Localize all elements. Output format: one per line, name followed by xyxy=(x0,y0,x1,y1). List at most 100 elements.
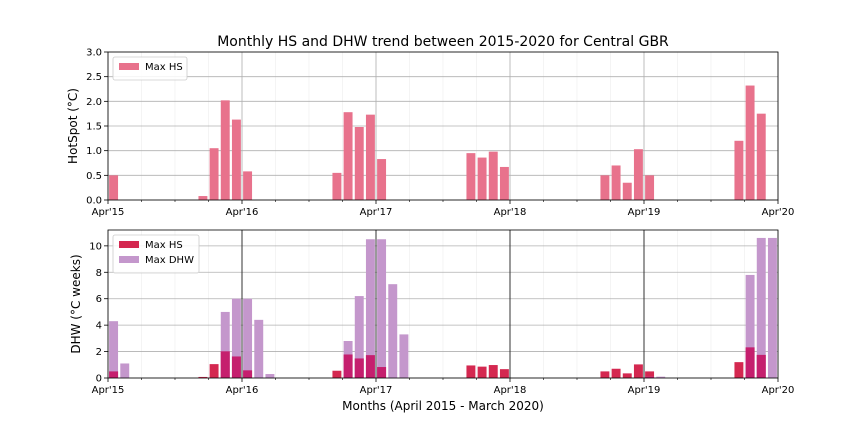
hotspot-bar-max-hs xyxy=(488,151,498,200)
hotspot-bar-max-hs xyxy=(332,172,342,200)
hotspot-y-tick-label: 3.0 xyxy=(86,48,102,59)
hotspot-bar-max-hs xyxy=(109,175,119,200)
hotspot-bar-max-hs xyxy=(645,175,655,200)
dhw-bar-overlap xyxy=(109,371,119,378)
dhw-x-tick-label: Apr'18 xyxy=(494,385,527,396)
x-axis-label: Months (April 2015 - March 2020) xyxy=(342,399,544,413)
dhw-x-tick-label: Apr'17 xyxy=(360,385,393,396)
dhw-bar-max-hs xyxy=(499,369,509,378)
hotspot-x-tick-label: Apr'16 xyxy=(226,207,259,218)
dhw-bar-max-hs xyxy=(466,365,476,378)
dhw-bar-max-hs xyxy=(198,376,208,378)
dhw-bar-overlap xyxy=(377,367,387,378)
hotspot-y-tick-label: 1.5 xyxy=(86,122,102,133)
hotspot-y-tick-label: 1.0 xyxy=(86,146,102,157)
dhw-legend-swatch xyxy=(119,256,139,263)
dhw-bar-max-hs xyxy=(633,364,643,378)
hotspot-bar-max-hs xyxy=(198,196,208,200)
dhw-bar-max-hs xyxy=(645,371,655,378)
dhw-bar-max-hs xyxy=(209,364,219,378)
dhw-bar-max-dhw xyxy=(399,334,409,378)
hotspot-legend-swatch xyxy=(119,63,139,70)
hotspot-bar-max-hs xyxy=(499,166,509,200)
hotspot-bar-max-hs xyxy=(231,119,241,200)
dhw-bar-max-dhw xyxy=(243,298,253,378)
hotspot-bar-max-hs xyxy=(220,100,230,200)
dhw-x-tick-label: Apr'19 xyxy=(628,385,661,396)
hotspot-bar-max-hs xyxy=(354,126,364,200)
hotspot-bar-max-hs xyxy=(622,182,632,200)
dhw-y-tick-label: 4 xyxy=(96,321,102,332)
dhw-bar-max-hs xyxy=(477,366,487,378)
hotspot-x-tick-label: Apr'15 xyxy=(92,207,125,218)
hotspot-bar-max-hs xyxy=(611,165,621,200)
dhw-bar-max-hs xyxy=(600,371,610,378)
dhw-bar-max-dhw xyxy=(365,239,375,378)
dhw-bar-max-dhw xyxy=(388,284,398,378)
hotspot-y-tick-label: 0.5 xyxy=(86,171,102,182)
dhw-bar-max-dhw xyxy=(254,319,264,378)
dhw-bar-overlap xyxy=(343,354,353,378)
dhw-bar-max-dhw xyxy=(377,239,387,378)
dhw-bar-max-dhw xyxy=(656,376,666,378)
hotspot-bar-max-hs xyxy=(343,112,353,200)
dhw-bar-overlap xyxy=(365,355,375,378)
hotspot-panel: 0.0 0.5 1.0 1.5 2.0 2.5 3.0 Apr'15 Apr'16 Apr'17 A… xyxy=(86,48,794,219)
hotspot-y-tick-label: 2.0 xyxy=(86,97,102,108)
dhw-bar-max-dhw xyxy=(354,296,364,378)
dhw-x-tick-label: Apr'16 xyxy=(226,385,259,396)
hotspot-bar-max-hs xyxy=(477,157,487,200)
dhw-bar-max-dhw xyxy=(120,363,130,378)
hotspot-y-axis-label: HotSpot (°C) xyxy=(66,88,80,164)
hotspot-legend-box xyxy=(112,56,188,81)
hotspot-bar-max-hs xyxy=(745,85,755,200)
dhw-y-tick-label: 6 xyxy=(96,294,102,305)
dhw-x-tick-label: Apr'20 xyxy=(762,385,795,396)
hotspot-bar-max-hs xyxy=(209,148,219,200)
dhw-bar-overlap xyxy=(220,351,230,378)
hotspot-y-tick-label: 0.0 xyxy=(86,196,102,207)
dhw-bar-max-dhw xyxy=(220,311,230,378)
dhw-bar-max-hs xyxy=(622,373,632,378)
hotspot-bar-max-hs xyxy=(756,113,766,200)
hotspot-bar-max-hs xyxy=(600,175,610,200)
hotspot-y-tick-label: 2.5 xyxy=(86,72,102,83)
dhw-y-axis-label: DHW (°C weeks) xyxy=(69,254,83,353)
dhw-y-tick-label: 8 xyxy=(96,268,102,279)
dhw-bar-max-dhw xyxy=(109,321,119,378)
dhw-bar-max-dhw xyxy=(756,237,766,378)
hotspot-x-tick-label: Apr'18 xyxy=(494,207,527,218)
dhw-bar-overlap xyxy=(756,354,766,378)
dhw-legend-label: Max HS xyxy=(145,240,183,251)
dhw-bar-max-dhw xyxy=(767,237,777,378)
dhw-bar-overlap xyxy=(745,347,755,378)
hotspot-legend-label: Max HS xyxy=(145,62,183,73)
dhw-bar-overlap xyxy=(645,376,655,378)
hotspot-bar-max-hs xyxy=(734,140,744,200)
dhw-bar-max-dhw xyxy=(231,298,241,378)
dhw-bar-overlap xyxy=(231,356,241,378)
hotspot-bar-max-hs xyxy=(633,149,643,200)
hotspot-x-tick-label: Apr'20 xyxy=(762,207,795,218)
dhw-legend-swatch xyxy=(119,241,139,248)
hotspot-x-tick-label: Apr'19 xyxy=(628,207,661,218)
dhw-bar-overlap xyxy=(243,370,253,378)
dhw-panel: 0 2 4 6 8 10 Apr'15 Apr'16 Apr'17 Apr'18 Apr'19 Apr… xyxy=(89,229,795,396)
chart-title: Monthly HS and DHW trend between 2015-20… xyxy=(217,34,669,50)
dhw-bar-max-hs xyxy=(488,365,498,378)
hotspot-bar-max-hs xyxy=(377,159,387,200)
dhw-bar-overlap xyxy=(354,358,364,378)
dhw-legend-label: Max DHW xyxy=(145,255,194,266)
hotspot-bar-max-hs xyxy=(243,171,253,200)
hotspot-bar-max-hs xyxy=(365,114,375,200)
hotspot-bar-max-hs xyxy=(466,153,476,200)
dhw-y-tick-label: 10 xyxy=(89,241,102,252)
dhw-y-tick-label: 0 xyxy=(96,374,102,385)
hotspot-x-tick-label: Apr'17 xyxy=(360,207,393,218)
dhw-bar-max-hs xyxy=(332,370,342,378)
dhw-bar-max-hs xyxy=(734,362,744,378)
dhw-bar-max-hs xyxy=(611,368,621,378)
dhw-y-tick-label: 2 xyxy=(96,347,102,358)
dhw-bar-max-dhw xyxy=(745,274,755,378)
